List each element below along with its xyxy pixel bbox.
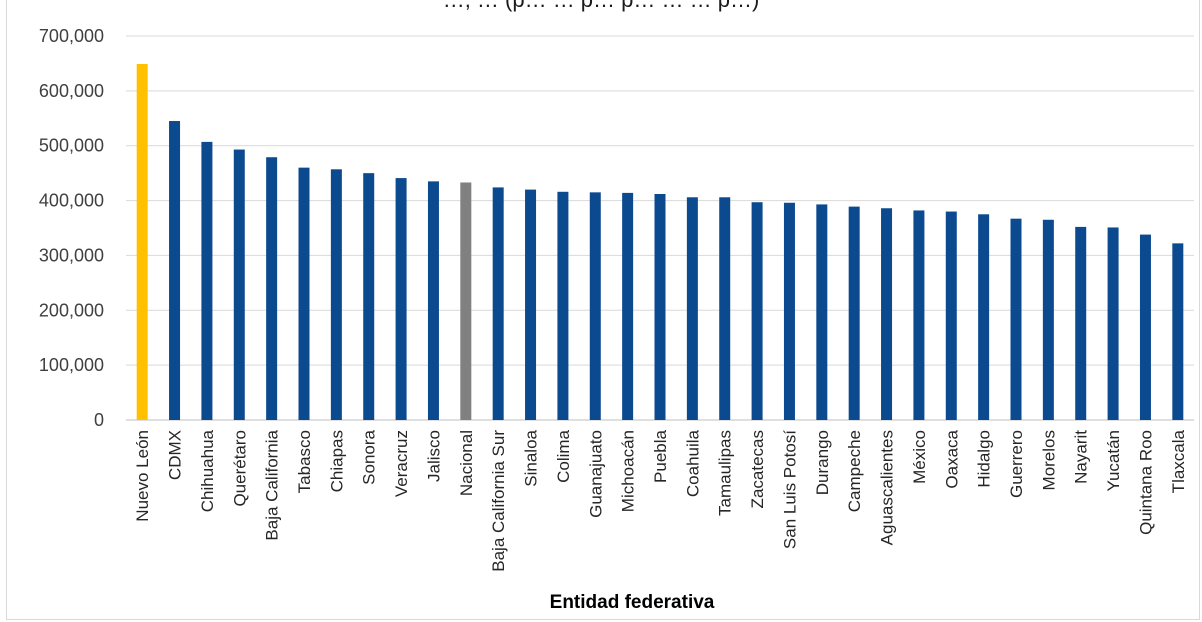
x-tick-label: Tlaxcala [1169, 429, 1188, 493]
bar [363, 173, 375, 420]
bar [525, 189, 537, 420]
x-tick-label: Aguascalientes [878, 430, 897, 545]
x-tick-label: Baja California Sur [489, 430, 508, 572]
bar [945, 211, 957, 420]
bar [978, 214, 990, 420]
bar [169, 121, 181, 421]
x-tick-label: Chihuahua [198, 429, 217, 512]
y-tick-label: 600,000 [39, 81, 104, 101]
bar [298, 167, 310, 420]
x-tick-label: Campeche [845, 430, 864, 512]
x-tick-label: Coahuila [683, 429, 702, 497]
bar [686, 197, 698, 420]
bar [557, 191, 569, 420]
y-tick-label: 0 [94, 410, 104, 430]
x-tick-label: Zacatecas [748, 430, 767, 508]
bar [1172, 243, 1184, 420]
x-tick-label: Querétaro [230, 430, 249, 507]
x-tick-label: Durango [813, 430, 832, 495]
bar [783, 202, 795, 420]
x-tick-label: Veracruz [392, 430, 411, 497]
bar [201, 141, 213, 421]
bar [492, 187, 504, 420]
x-tick-label: Guerrero [1007, 430, 1026, 498]
bar [266, 157, 278, 420]
bar [233, 149, 245, 420]
x-tick-label: México [910, 430, 929, 484]
bar [330, 169, 342, 420]
y-tick-label: 700,000 [39, 26, 104, 46]
y-axis-ticks: 0 100,000 200,000 300,000 400,000 500,000 600,… [39, 26, 104, 430]
bar [395, 178, 407, 420]
bar [751, 202, 763, 420]
x-tick-label: Yucatán [1104, 430, 1123, 491]
x-tick-label: Nuevo León [133, 430, 152, 522]
x-tick-label: Hidalgo [975, 430, 994, 488]
bar [816, 204, 828, 420]
x-tick-label: San Luis Potosí [780, 430, 799, 549]
bar [589, 192, 601, 420]
bar [848, 206, 860, 420]
x-axis-label: Entidad federativa [550, 592, 715, 613]
bar [460, 182, 472, 420]
bar [1010, 218, 1022, 420]
y-tick-label: 300,000 [39, 245, 104, 265]
x-tick-label: Guanajuato [586, 430, 605, 518]
bar [719, 197, 731, 420]
x-tick-label: Sonora [360, 429, 379, 484]
x-tick-label: Jalisco [424, 430, 443, 482]
y-tick-label: 500,000 [39, 136, 104, 156]
x-tick-label: Morelos [1039, 430, 1058, 490]
x-tick-label: CDMX [166, 430, 185, 480]
y-tick-label: 400,000 [39, 191, 104, 211]
x-tick-label: Colima [554, 429, 573, 482]
x-axis-ticks: Nuevo León CDMX Chihuahua Querétaro Baja Cal… [133, 429, 1188, 571]
x-tick-label: Quintana Roo [1136, 430, 1155, 535]
bar [1042, 219, 1054, 420]
x-tick-label: Baja California [263, 429, 282, 540]
x-tick-label: Puebla [651, 429, 670, 482]
bar [1139, 234, 1151, 420]
bar [427, 181, 439, 420]
bar [622, 192, 634, 420]
x-tick-label: Chiapas [327, 430, 346, 492]
bar [1075, 226, 1087, 420]
x-tick-label: Michoacán [619, 430, 638, 512]
bar [913, 210, 925, 420]
bar [1107, 227, 1119, 420]
x-tick-label: Nayarit [1072, 430, 1091, 484]
y-tick-label: 100,000 [39, 355, 104, 375]
chart-frame [6, 0, 1200, 620]
y-tick-label: 200,000 [39, 300, 104, 320]
bar [654, 193, 666, 420]
x-tick-label: Sinaloa [522, 429, 541, 486]
x-tick-label: Nacional [457, 430, 476, 496]
chart-title: …, … (p… … p… p… … … p…) [0, 0, 1202, 13]
x-tick-label: Tamaulipas [716, 430, 735, 516]
bars [136, 63, 1184, 421]
x-tick-label: Tabasco [295, 430, 314, 493]
bar [136, 63, 148, 420]
bar [881, 208, 893, 420]
x-tick-label: Oaxaca [942, 429, 961, 488]
